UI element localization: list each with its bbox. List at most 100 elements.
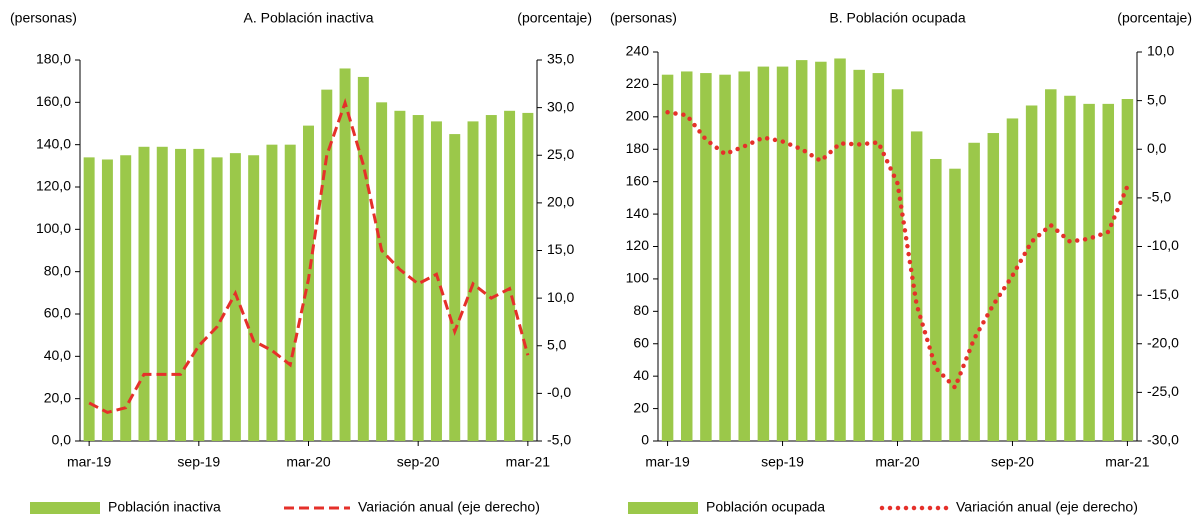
bar [795, 60, 808, 442]
bar [1006, 118, 1019, 442]
bar [776, 66, 789, 442]
y-axis-label: (personas) [10, 10, 77, 26]
y2-tick-label: -0,0 [547, 384, 571, 400]
y2-tick-label: 15,0 [547, 241, 574, 257]
y2-tick-label: 10,0 [1147, 43, 1174, 59]
chart-title: A. Población inactiva [244, 10, 374, 26]
bar [156, 146, 168, 442]
y2-tick-label: 5,0 [1147, 91, 1167, 107]
y-tick-label: 0,0 [52, 432, 72, 448]
bar [522, 112, 534, 442]
bar [467, 121, 479, 441]
bar [853, 69, 865, 442]
x-tick-label: sep-19 [177, 454, 220, 470]
y-tick-label: 200 [626, 108, 650, 124]
y-tick-label: 120,0 [36, 178, 71, 194]
x-tick-label: mar-21 [1105, 454, 1150, 470]
bar [120, 155, 132, 441]
y-tick-label: 180,0 [36, 51, 71, 67]
y-tick-label: 20 [633, 399, 649, 415]
bar [719, 74, 731, 442]
bar [284, 144, 296, 441]
y2-tick-label: 20,0 [547, 194, 574, 210]
y-tick-label: 20,0 [44, 389, 71, 405]
bar [138, 146, 150, 442]
bar [891, 89, 904, 441]
y2-tick-label: 25,0 [547, 146, 574, 162]
bar [930, 158, 942, 441]
bar [412, 115, 424, 442]
y2-tick-label: -5,0 [1147, 189, 1171, 205]
y-tick-label: 100 [626, 270, 650, 286]
bar [757, 66, 770, 442]
y-tick-label: 40,0 [44, 347, 71, 363]
bar [1121, 99, 1134, 442]
y2-tick-label: -10,0 [1147, 237, 1179, 253]
bar [834, 58, 846, 441]
bar [987, 133, 1000, 441]
x-tick-label: sep-19 [761, 454, 804, 470]
bar [700, 73, 712, 441]
y-tick-label: 220 [626, 75, 650, 91]
bar [357, 76, 369, 441]
line [665, 110, 1130, 392]
bar [661, 74, 674, 442]
y-tick-label: 60,0 [44, 305, 71, 321]
bar [872, 73, 885, 441]
bar [321, 89, 333, 441]
x-tick-label: mar-19 [67, 454, 112, 470]
y2-tick-label: 10,0 [547, 289, 574, 305]
bar [430, 121, 442, 441]
line [88, 97, 530, 415]
bar [815, 61, 827, 441]
y-tick-label: 80,0 [44, 262, 71, 278]
y-tick-label: 240 [626, 43, 650, 59]
bar [266, 144, 278, 441]
bar [193, 148, 205, 441]
bar [83, 157, 95, 441]
y2-tick-label: -5,0 [547, 432, 571, 448]
bar [910, 131, 923, 441]
bar [1064, 95, 1076, 441]
bar [248, 155, 260, 441]
bar [485, 115, 497, 442]
legend-label: Variación anual (eje derecho) [956, 499, 1138, 515]
y2-tick-label: 35,0 [547, 51, 574, 67]
bar [449, 134, 461, 442]
y2-tick-label: 5,0 [547, 336, 567, 352]
y-tick-label: 100,0 [36, 220, 71, 236]
y-tick-label: 40 [633, 367, 649, 383]
x-tick-label: sep-20 [397, 454, 440, 470]
bar [968, 142, 980, 441]
bar [680, 71, 693, 441]
y-tick-label: 0 [641, 432, 649, 448]
legend-swatch [30, 502, 100, 514]
bar [211, 157, 223, 441]
y2-axis-label: (porcentaje) [517, 10, 592, 26]
y2-tick-label: -25,0 [1147, 383, 1179, 399]
y-tick-label: 120 [626, 237, 650, 253]
y2-tick-label: -20,0 [1147, 334, 1179, 350]
y-tick-label: 180 [626, 140, 650, 156]
legend-label: Variación anual (eje derecho) [358, 499, 540, 515]
bar [394, 110, 406, 442]
y2-tick-label: 30,0 [547, 98, 574, 114]
bar [1045, 89, 1057, 441]
bar [1025, 105, 1038, 442]
legend-label: Población ocupada [706, 499, 825, 515]
x-tick-label: mar-20 [286, 454, 331, 470]
y-tick-label: 80 [633, 302, 649, 318]
y2-tick-label: -30,0 [1147, 432, 1179, 448]
legend-label: Población inactiva [108, 499, 221, 515]
chart-title: B. Población ocupada [829, 10, 965, 26]
y-tick-label: 160 [626, 172, 650, 188]
legend-swatch [628, 502, 698, 514]
x-tick-label: sep-20 [991, 454, 1034, 470]
x-tick-label: mar-19 [645, 454, 690, 470]
y-tick-label: 140 [626, 205, 650, 221]
bar [504, 110, 516, 442]
bar [1102, 103, 1115, 441]
y2-tick-label: -15,0 [1147, 286, 1179, 302]
y2-tick-label: 0,0 [1147, 140, 1167, 156]
